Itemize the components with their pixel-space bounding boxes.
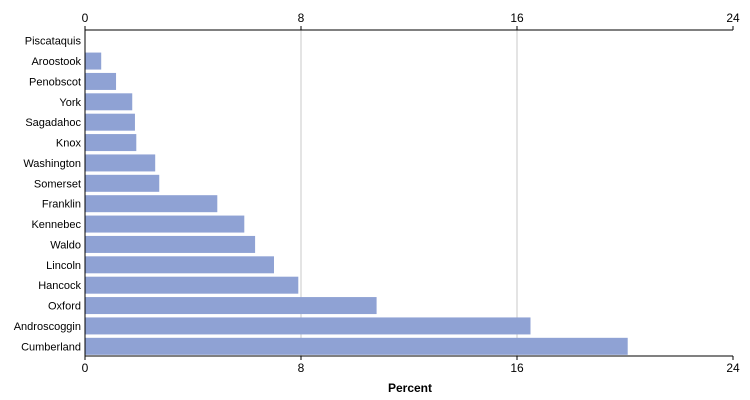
category-label-knox: Knox <box>56 138 82 150</box>
bar-cumberland <box>85 337 628 355</box>
category-label-lincoln: Lincoln <box>46 260 81 272</box>
bar-york <box>85 93 133 111</box>
top-tick-label-0: 0 <box>82 11 89 25</box>
bar-oxford <box>85 297 377 315</box>
bar-washington <box>85 154 156 172</box>
category-label-androscoggin: Androscoggin <box>14 321 81 333</box>
category-label-aroostook: Aroostook <box>31 56 81 68</box>
bar-franklin <box>85 195 218 213</box>
bar-waldo <box>85 235 256 253</box>
bars <box>85 52 628 355</box>
bottom-tick-labels: 0 8 16 24 <box>82 361 740 375</box>
category-label-york: York <box>59 97 81 109</box>
bar-knox <box>85 134 137 152</box>
bar-penobscot <box>85 72 117 90</box>
bar-sagadahoc <box>85 113 135 131</box>
top-tick-labels: 0 8 16 24 <box>82 11 740 25</box>
category-label-washington: Washington <box>23 158 81 170</box>
bottom-tick-label-16: 16 <box>510 361 524 375</box>
bottom-tick-label-24: 24 <box>726 361 740 375</box>
category-label-kennebec: Kennebec <box>31 219 81 231</box>
category-label-sagadahoc: Sagadahoc <box>25 117 81 129</box>
bar-androscoggin <box>85 317 531 335</box>
top-tick-label-24: 24 <box>726 11 740 25</box>
category-label-waldo: Waldo <box>50 239 81 251</box>
top-tick-label-8: 8 <box>298 11 305 25</box>
bar-somerset <box>85 174 160 192</box>
category-label-hancock: Hancock <box>38 280 81 292</box>
category-label-oxford: Oxford <box>48 301 81 313</box>
axes <box>84 26 734 360</box>
category-label-piscataquis: Piscataquis <box>25 36 82 48</box>
x-axis-title: Percent <box>388 381 432 395</box>
top-tick-label-16: 16 <box>510 11 524 25</box>
bar-hancock <box>85 276 299 294</box>
bar-kennebec <box>85 215 245 233</box>
bottom-tick-label-8: 8 <box>298 361 305 375</box>
category-labels: Piscataquis Aroostook Penobscot York Sagadah… <box>14 36 82 354</box>
bottom-tick-label-0: 0 <box>82 361 89 375</box>
bar-lincoln <box>85 256 274 274</box>
category-label-penobscot: Penobscot <box>29 76 81 88</box>
category-label-cumberland: Cumberland <box>21 341 81 353</box>
bar-aroostook <box>85 52 102 70</box>
category-label-somerset: Somerset <box>34 178 81 190</box>
category-label-franklin: Franklin <box>42 199 81 211</box>
